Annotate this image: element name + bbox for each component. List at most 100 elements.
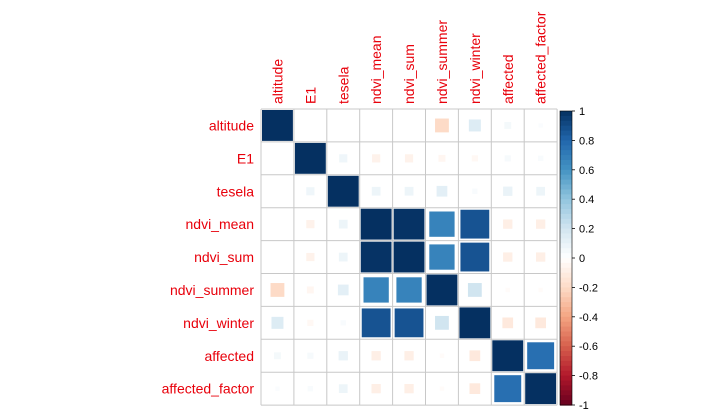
- colorbar-segment: [560, 155, 572, 161]
- colorbar-segment: [560, 199, 572, 205]
- colorbar-segment: [560, 179, 572, 186]
- cell-affected_factor-E1: [307, 385, 314, 392]
- cell-affected_factor-ndvi_summer: [439, 386, 445, 391]
- colorbar-segment: [560, 282, 572, 288]
- cell-E1-ndvi_winter: [471, 155, 478, 162]
- colorbar-tick-label: -1: [579, 400, 589, 412]
- colorbar-segment: [560, 248, 572, 254]
- cell-tesela-tesela: [327, 175, 359, 207]
- colorbar-segment: [560, 160, 572, 166]
- row-label-ndvi_summer: ndvi_summer: [170, 282, 254, 298]
- cell-affected-ndvi_summer: [439, 353, 445, 358]
- colorbar-tick-label: 0.6: [579, 165, 594, 177]
- cell-altitude-E1: [308, 123, 312, 127]
- cell-ndvi_sum-ndvi_sum: [393, 241, 425, 273]
- cell-ndvi_mean-affected: [503, 219, 513, 229]
- cell-ndvi_winter-ndvi_winter: [459, 307, 491, 339]
- cell-ndvi_sum-ndvi_summer: [429, 244, 455, 270]
- colorbar-segment: [560, 385, 572, 391]
- cell-ndvi_winter-ndvi_summer: [435, 315, 449, 330]
- colorbar-segment: [560, 120, 572, 127]
- cell-ndvi_winter-altitude: [271, 316, 284, 329]
- colorbar-segment: [560, 140, 572, 146]
- colorbar-tick-label: -0.4: [579, 312, 598, 324]
- cell-affected_factor-affected_factor: [525, 373, 557, 405]
- cell-ndvi_summer-altitude: [270, 283, 285, 297]
- colorbar-segment: [560, 380, 572, 386]
- cell-ndvi_summer-E1: [306, 286, 314, 294]
- cell-E1-affected_factor: [537, 155, 544, 162]
- col-label-ndvi_sum: ndvi_sum: [401, 44, 417, 104]
- cell-tesela-ndvi_summer: [436, 185, 448, 197]
- colorbar-tick-label: 0.4: [579, 194, 594, 206]
- cell-ndvi_sum-ndvi_winter: [460, 242, 490, 272]
- cell-affected_factor-ndvi_mean: [371, 384, 381, 394]
- cell-ndvi_winter-affected: [502, 317, 514, 329]
- cell-ndvi_mean-ndvi_sum: [393, 208, 425, 240]
- colorbar-segment: [560, 169, 572, 176]
- cell-ndvi_sum-E1: [306, 252, 315, 262]
- colorbar-segment: [560, 370, 572, 377]
- colorbar-segment: [560, 213, 572, 220]
- colorbar-segment: [560, 356, 572, 362]
- colorbar-segment: [560, 277, 572, 284]
- colorbar-segment: [560, 243, 572, 249]
- colorbar-tick-label: -0.2: [579, 282, 598, 294]
- col-label-tesela: tesela: [335, 66, 351, 104]
- cell-altitude-ndvi_summer: [435, 118, 449, 133]
- colorbar: 1 0.8 0.6 0.4 0.2 0 -0.2 -0.4 -0.6 -0.8 -1: [559, 106, 598, 412]
- colorbar-segment: [560, 253, 572, 259]
- colorbar-segment: [560, 262, 572, 269]
- colorbar-segment: [560, 204, 572, 210]
- cell-ndvi_mean-ndvi_summer: [429, 211, 455, 237]
- cell-tesela-affected: [503, 186, 513, 196]
- colorbar-segment: [560, 228, 572, 235]
- cell-affected-altitude: [273, 352, 281, 360]
- cell-ndvi_summer-tesela: [337, 284, 349, 296]
- cell-tesela-affected_factor: [536, 186, 546, 196]
- cell-affected-ndvi_sum: [404, 351, 414, 361]
- colorbar-segment: [560, 336, 572, 342]
- colorbar-segment: [560, 135, 572, 141]
- cell-ndvi_mean-altitude: [275, 222, 279, 226]
- cell-affected_factor-tesela: [338, 384, 348, 394]
- cell-E1-affected: [504, 155, 511, 162]
- cell-ndvi_mean-E1: [306, 220, 315, 229]
- cell-ndvi_winter-ndvi_sum: [394, 308, 424, 338]
- cell-altitude-affected: [504, 121, 512, 129]
- cell-ndvi_winter-ndvi_mean: [361, 308, 391, 338]
- row-label-E1: E1: [237, 150, 254, 166]
- colorbar-segment: [560, 351, 572, 357]
- colorbar-tick-label: 0: [579, 253, 585, 265]
- cell-ndvi_sum-ndvi_mean: [360, 241, 392, 273]
- col-label-altitude: altitude: [269, 59, 285, 104]
- cell-ndvi_summer-affected_factor: [538, 287, 543, 293]
- colorbar-segment: [560, 115, 572, 122]
- cell-E1-ndvi_summer: [438, 154, 446, 162]
- colorbar-segment: [560, 258, 572, 264]
- col-label-E1: E1: [302, 87, 318, 104]
- col-label-ndvi_summer: ndvi_summer: [434, 20, 450, 104]
- colorbar-segment: [560, 164, 572, 171]
- colorbar-segment: [560, 125, 572, 132]
- colorbar-segment: [560, 174, 572, 181]
- col-label-affected_factor: affected_factor: [533, 11, 549, 104]
- cell-ndvi_sum-affected_factor: [536, 252, 546, 262]
- cell-ndvi_mean-ndvi_winter: [460, 209, 490, 239]
- colorbar-segment: [560, 150, 572, 156]
- row-label-tesela: tesela: [217, 183, 255, 199]
- colorbar-segment: [560, 395, 572, 401]
- cell-affected-E1: [307, 352, 314, 359]
- cell-altitude-tesela: [341, 123, 345, 127]
- colorbar-segment: [560, 390, 572, 396]
- row-label-ndvi_sum: ndvi_sum: [194, 249, 254, 265]
- cell-ndvi_summer-ndvi_summer: [426, 274, 458, 306]
- cell-E1-E1: [294, 142, 326, 174]
- cell-E1-ndvi_sum: [404, 154, 414, 163]
- colorbar-segment: [560, 316, 572, 323]
- cell-E1-ndvi_mean: [372, 154, 381, 163]
- cell-ndvi_summer-affected: [505, 287, 510, 293]
- cell-ndvi_sum-tesela: [338, 252, 348, 262]
- cell-ndvi_sum-affected: [503, 252, 513, 262]
- colorbar-segment: [560, 233, 572, 239]
